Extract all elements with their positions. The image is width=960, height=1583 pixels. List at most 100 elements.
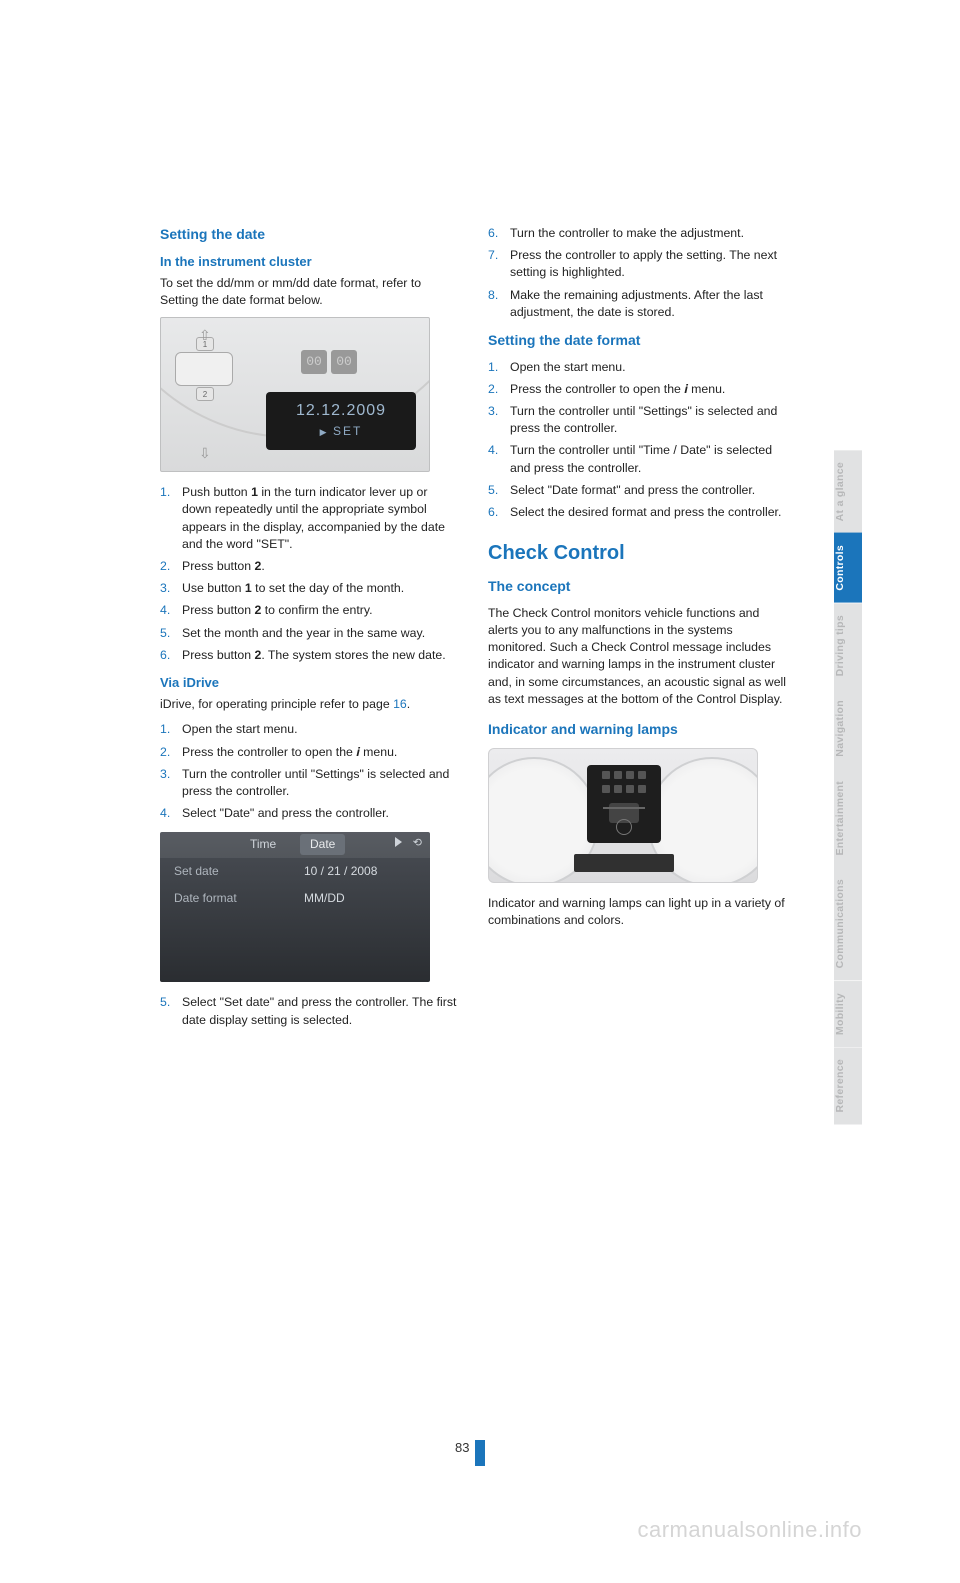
step-number: 1. <box>488 359 498 376</box>
watermark: carmanualsonline.info <box>637 1517 862 1543</box>
step-item: 7.Press the controller to apply the sett… <box>488 247 788 281</box>
lever-graphic: 1 2 <box>175 352 233 386</box>
steps-continued: 6.Turn the controller to make the adjust… <box>488 225 788 321</box>
heading-indicator-lamps: Indicator and warning lamps <box>488 720 788 740</box>
steps-idrive-2: 5.Select "Set date" and press the contro… <box>160 994 460 1028</box>
step-item: 4.Turn the controller until "Time / Date… <box>488 442 788 476</box>
heading-concept: The concept <box>488 577 788 597</box>
arrow-right-icon <box>395 837 402 847</box>
heading-setting-date: Setting the date <box>160 225 460 245</box>
page-content: Setting the date In the instrument clust… <box>160 225 810 1039</box>
arrow-down-icon: ⇩ <box>199 444 211 464</box>
row-value: 10 / 21 / 2008 <box>304 863 377 880</box>
step-item: 1.Open the start menu. <box>160 721 460 738</box>
lamps-text: Indicator and warning lamps can light up… <box>488 895 788 929</box>
intro-text: To set the dd/mm or mm/dd date format, r… <box>160 275 460 309</box>
page-bar <box>475 1440 485 1466</box>
figure-warning-lamps <box>488 748 758 883</box>
center-display <box>587 765 661 843</box>
step-item: 2.Press the controller to open the 𝒊 men… <box>160 744 460 761</box>
face-icon <box>616 819 632 835</box>
idrive-intro-text: iDrive, for operating principle refer to… <box>160 697 393 711</box>
step-number: 3. <box>488 403 498 420</box>
step-item: 1.Open the start menu. <box>488 359 788 376</box>
heading-instrument-cluster: In the instrument cluster <box>160 253 460 271</box>
figure-idrive-screen: Time Date ⟲ Set date 10 / 21 / 2008 Date… <box>160 832 430 982</box>
steps-idrive: 1.Open the start menu. 2.Press the contro… <box>160 721 460 822</box>
row-value: MM/DD <box>304 890 345 907</box>
tab-time: Time <box>250 836 276 853</box>
step-item: 1.Push button 1 in the turn indicator le… <box>160 484 460 553</box>
step-item: 2.Press button 2. <box>160 558 460 575</box>
step-number: 2. <box>488 381 498 398</box>
side-tab-driving-tips[interactable]: Driving tips <box>834 603 862 688</box>
steps-instrument-cluster: 1.Push button 1 in the turn indicator le… <box>160 484 460 664</box>
step-item: 8.Make the remaining adjustments. After … <box>488 287 788 321</box>
arrow-up-icon: ⇧ <box>199 326 211 346</box>
page-ref-16[interactable]: 16 <box>393 697 407 711</box>
idrive-row-format: Date format MM/DD <box>160 885 430 912</box>
digit-display: 00 00 <box>301 350 357 374</box>
digit-1: 00 <box>301 350 327 374</box>
step-item: 5.Select "Set date" and press the contro… <box>160 994 460 1028</box>
tab-date: Date <box>300 834 345 855</box>
side-tab-navigation[interactable]: Navigation <box>834 688 862 769</box>
step-number: 1. <box>160 484 170 501</box>
step-item: 5.Set the month and the year in the same… <box>160 625 460 642</box>
side-tab-mobility[interactable]: Mobility <box>834 981 862 1047</box>
page-number-wrap: 83 <box>455 1440 485 1466</box>
step-item: 6.Press button 2. The system stores the … <box>160 647 460 664</box>
step-number: 7. <box>488 247 498 264</box>
step-number: 2. <box>160 744 170 761</box>
bottom-display <box>574 854 674 872</box>
step-item: 3.Turn the controller until "Settings" i… <box>160 766 460 800</box>
step-item: 3.Turn the controller until "Settings" i… <box>488 403 788 437</box>
step-number: 6. <box>488 225 498 242</box>
controller-icon: ⟲ <box>413 836 422 851</box>
side-tab-at-a-glance[interactable]: At a glance <box>834 450 862 533</box>
idrive-topbar: Time Date ⟲ <box>160 832 430 858</box>
side-tab-entertainment[interactable]: Entertainment <box>834 769 862 868</box>
step-item: 2.Press the controller to open the 𝒊 men… <box>488 381 788 398</box>
idrive-intro: iDrive, for operating principle refer to… <box>160 696 460 713</box>
side-tab-communications[interactable]: Communications <box>834 867 862 980</box>
lever-button-2: 2 <box>196 387 214 401</box>
step-number: 3. <box>160 580 170 597</box>
concept-text: The Check Control monitors vehicle funct… <box>488 605 788 708</box>
step-number: 5. <box>160 994 170 1011</box>
step-item: 6.Turn the controller to make the adjust… <box>488 225 788 242</box>
step-number: 5. <box>160 625 170 642</box>
idrive-row-setdate: Set date 10 / 21 / 2008 <box>160 858 430 885</box>
section-check-control: Check Control <box>488 539 788 567</box>
step-number: 8. <box>488 287 498 304</box>
panel-set: SET <box>266 423 416 440</box>
steps-date-format: 1.Open the start menu. 2.Press the contro… <box>488 359 788 522</box>
side-tabs: At a glanceControlsDriving tipsNavigatio… <box>834 450 862 1124</box>
step-item: 4.Press button 2 to confirm the entry. <box>160 602 460 619</box>
step-item: 3.Use button 1 to set the day of the mon… <box>160 580 460 597</box>
step-item: 5.Select "Date format" and press the con… <box>488 482 788 499</box>
step-item: 6.Select the desired format and press th… <box>488 504 788 521</box>
step-number: 4. <box>160 602 170 619</box>
step-number: 3. <box>160 766 170 783</box>
step-number: 4. <box>488 442 498 459</box>
row-label: Set date <box>174 863 304 880</box>
step-item: 4.Select "Date" and press the controller… <box>160 805 460 822</box>
side-tab-controls[interactable]: Controls <box>834 533 862 603</box>
display-panel: 12.12.2009 SET <box>266 392 416 450</box>
step-number: 4. <box>160 805 170 822</box>
left-column: Setting the date In the instrument clust… <box>160 225 460 1039</box>
side-tab-reference[interactable]: Reference <box>834 1047 862 1124</box>
step-number: 6. <box>488 504 498 521</box>
panel-date: 12.12.2009 <box>266 400 416 422</box>
step-number: 5. <box>488 482 498 499</box>
step-number: 1. <box>160 721 170 738</box>
step-number: 2. <box>160 558 170 575</box>
figure-instrument-cluster: 1 2 ⇧ ⇩ 00 00 12.12.2009 SET <box>160 317 430 472</box>
digit-2: 00 <box>331 350 357 374</box>
step-number: 6. <box>160 647 170 664</box>
page-number: 83 <box>455 1440 469 1455</box>
row-label: Date format <box>174 890 304 907</box>
right-column: 6.Turn the controller to make the adjust… <box>488 225 788 1039</box>
heading-via-idrive: Via iDrive <box>160 674 460 692</box>
